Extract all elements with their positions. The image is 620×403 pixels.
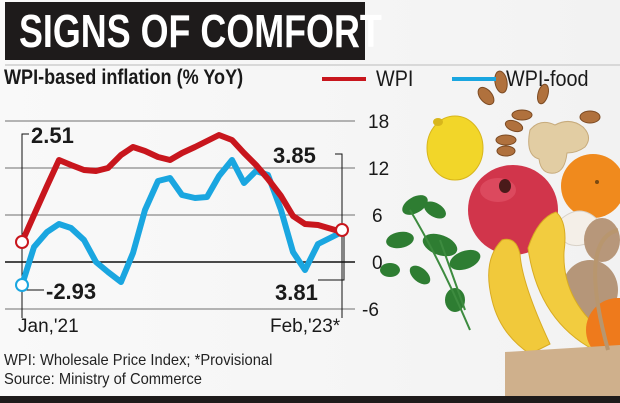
y-tick: 0 <box>372 253 383 274</box>
y-tick: 12 <box>368 159 389 180</box>
legend-swatch-red-icon <box>322 77 366 81</box>
gridlines <box>5 120 355 310</box>
annotation-food-end: 3.81 <box>275 280 318 305</box>
wpi-start-marker-icon <box>15 235 29 249</box>
legend-label: WPI-food <box>506 66 589 91</box>
annotation-wpi-end: 3.85 <box>273 143 316 168</box>
legend-label: WPI <box>376 66 414 91</box>
legend-item-wpi-food: WPI-food <box>452 66 598 92</box>
footnote: WPI: Wholesale Price Index; *Provisional <box>4 352 273 369</box>
wpi-end-marker-icon <box>335 223 349 237</box>
grocery-illustration <box>380 60 620 396</box>
y-tick: 6 <box>372 206 383 227</box>
series-wpi <box>19 132 345 245</box>
series-wpi-food <box>19 157 345 288</box>
y-tick: -6 <box>362 300 379 321</box>
annotation-food-start: -2.93 <box>46 279 96 304</box>
source-note: Source: Ministry of Commerce <box>4 371 202 388</box>
chart-subtitle: WPI-based inflation (% YoY) <box>4 66 244 89</box>
y-tick: 18 <box>368 112 389 133</box>
grocery-image-icon <box>380 70 620 396</box>
page-title: SIGNS OF COMFORT <box>19 5 382 57</box>
food-start-marker-icon <box>15 278 29 292</box>
bottom-border <box>0 396 620 403</box>
x-label-start: Jan,'21 <box>18 316 79 337</box>
x-label-end: Feb,'23* <box>270 316 341 337</box>
legend-swatch-blue-icon <box>452 77 496 81</box>
legend-item-wpi: WPI <box>322 66 418 92</box>
y-axis-labels: 18 12 6 0 -6 <box>362 112 389 321</box>
divider <box>5 64 620 66</box>
title-banner: SIGNS OF COMFORT <box>5 2 382 60</box>
annotation-wpi-start: 2.51 <box>31 123 74 148</box>
